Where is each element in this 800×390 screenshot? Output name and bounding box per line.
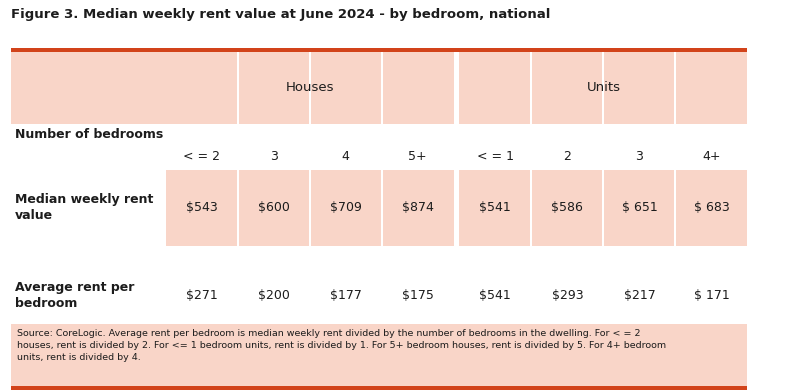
- Text: $ 651: $ 651: [622, 201, 658, 214]
- Text: $541: $541: [479, 289, 511, 302]
- Bar: [454, 51, 459, 124]
- Bar: [381, 170, 382, 245]
- Text: $543: $543: [186, 201, 218, 214]
- Bar: [602, 170, 604, 245]
- Text: Number of bedrooms: Number of bedrooms: [15, 128, 163, 140]
- Text: < = 2: < = 2: [183, 150, 220, 163]
- Bar: [309, 170, 310, 245]
- Bar: [459, 51, 747, 124]
- Text: $175: $175: [402, 289, 434, 302]
- Bar: [11, 323, 747, 386]
- Text: $ 683: $ 683: [694, 201, 730, 214]
- Bar: [237, 51, 238, 124]
- Text: $177: $177: [330, 289, 362, 302]
- Text: Units: Units: [586, 81, 621, 94]
- Text: $271: $271: [186, 289, 218, 302]
- Bar: [459, 170, 747, 245]
- Bar: [454, 170, 459, 245]
- Bar: [381, 51, 382, 124]
- Text: 3: 3: [270, 150, 278, 163]
- Text: 2: 2: [563, 150, 571, 163]
- Bar: [309, 51, 310, 124]
- Text: $600: $600: [258, 201, 290, 214]
- Bar: [237, 170, 238, 245]
- Text: 4+: 4+: [702, 150, 721, 163]
- Text: $217: $217: [623, 289, 655, 302]
- Bar: [602, 51, 604, 124]
- Text: 3: 3: [635, 150, 643, 163]
- Bar: [166, 51, 459, 124]
- Bar: [11, 144, 747, 170]
- Text: Source: CoreLogic. Average rent per bedroom is median weekly rent divided by the: Source: CoreLogic. Average rent per bedr…: [17, 328, 666, 362]
- Bar: [674, 51, 676, 124]
- Bar: [674, 170, 676, 245]
- Bar: [11, 51, 166, 124]
- Text: $541: $541: [479, 201, 511, 214]
- Bar: [11, 386, 747, 390]
- Bar: [530, 51, 532, 124]
- Bar: [530, 170, 532, 245]
- Bar: [11, 170, 166, 245]
- Text: Houses: Houses: [286, 81, 334, 94]
- Text: $874: $874: [402, 201, 434, 214]
- Text: $586: $586: [551, 201, 583, 214]
- Bar: [11, 245, 747, 268]
- Text: $ 171: $ 171: [694, 289, 730, 302]
- Text: $200: $200: [258, 289, 290, 302]
- Bar: [166, 170, 459, 245]
- Text: 5+: 5+: [408, 150, 427, 163]
- Text: 4: 4: [342, 150, 350, 163]
- Text: < = 1: < = 1: [477, 150, 514, 163]
- Text: $293: $293: [551, 289, 583, 302]
- Text: Median weekly rent
value: Median weekly rent value: [15, 193, 154, 222]
- Text: Figure 3. Median weekly rent value at June 2024 - by bedroom, national: Figure 3. Median weekly rent value at Ju…: [11, 8, 550, 21]
- Bar: [11, 48, 747, 51]
- Text: Average rent per
bedroom: Average rent per bedroom: [15, 281, 134, 310]
- Bar: [11, 124, 747, 144]
- Bar: [11, 268, 747, 323]
- Text: $709: $709: [330, 201, 362, 214]
